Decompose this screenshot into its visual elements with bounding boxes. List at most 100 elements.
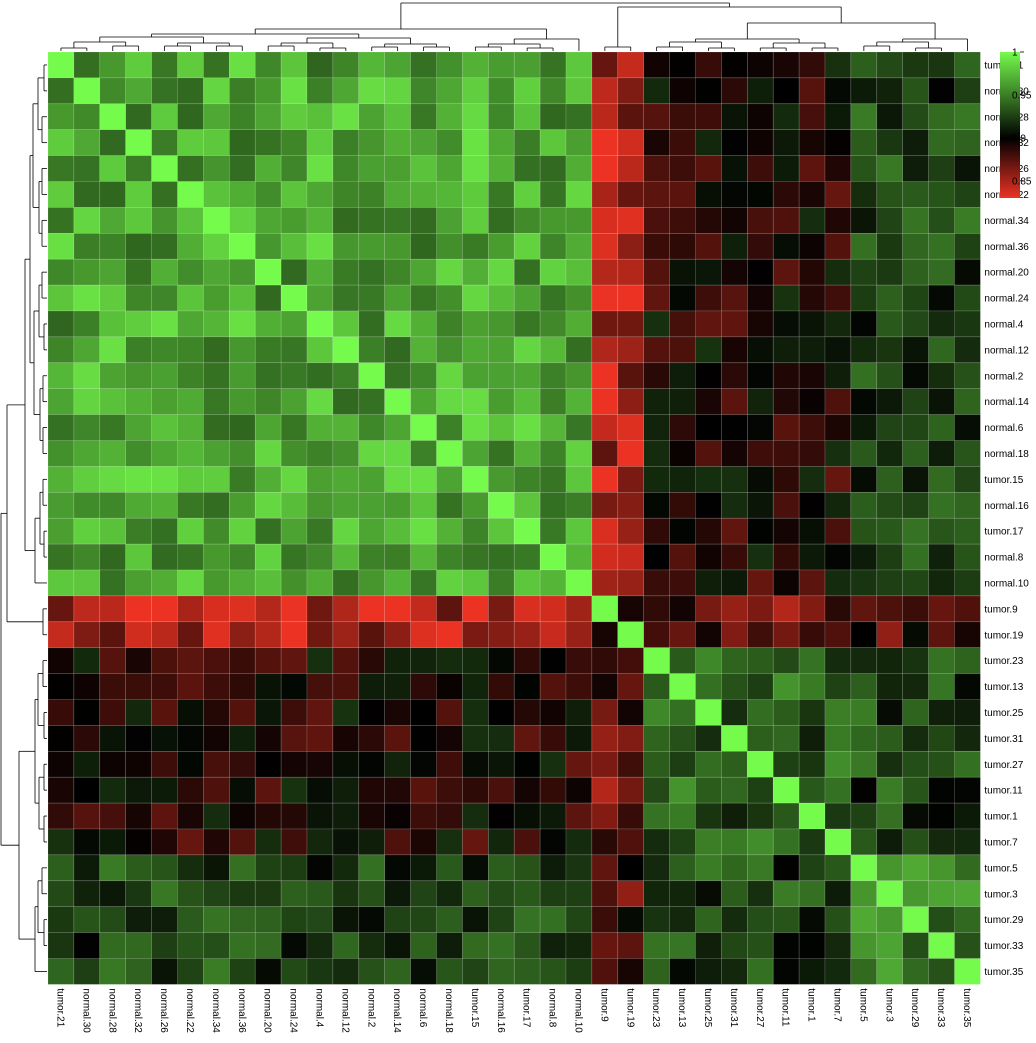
row-label: tumor.7 (984, 837, 1018, 848)
heatmap-cell (487, 750, 515, 778)
heatmap-cell (824, 207, 852, 234)
heatmap-cell (203, 517, 230, 545)
heatmap-cell (772, 310, 800, 338)
heatmap-cell (746, 51, 774, 79)
heatmap-cell (125, 258, 152, 286)
heatmap-cell (229, 466, 256, 493)
heatmap-cell (539, 828, 567, 856)
heatmap-cell (695, 854, 722, 882)
heatmap-cell (306, 77, 334, 105)
heatmap-cell (203, 828, 230, 856)
heatmap-cell (565, 828, 593, 856)
heatmap-cell (591, 932, 619, 959)
heatmap-cell (358, 258, 385, 286)
heatmap-cell (643, 362, 670, 389)
heatmap-cell (746, 802, 774, 830)
heatmap-cell (721, 673, 748, 700)
heatmap-cell (254, 699, 282, 726)
heatmap-cell (47, 466, 75, 493)
heatmap-cell (928, 233, 955, 260)
heatmap-cell (746, 440, 774, 467)
heatmap-cell (177, 362, 204, 389)
heatmap-cell (954, 129, 981, 156)
heatmap-cell (565, 103, 593, 131)
heatmap-cell (436, 776, 463, 804)
column-label: tumor.9 (598, 988, 609, 1022)
heatmap-cell (824, 854, 852, 882)
heatmap-cell (539, 414, 567, 441)
heatmap-cell (280, 828, 308, 856)
heatmap-cell (539, 103, 567, 131)
heatmap-cell (229, 750, 256, 778)
heatmap-cell (721, 181, 748, 208)
heatmap-cell (591, 466, 619, 493)
heatmap-cell (850, 621, 878, 648)
heatmap-cell (772, 284, 800, 312)
heatmap-cell (798, 854, 826, 882)
heatmap-cell (125, 517, 152, 545)
heatmap-cell (254, 595, 282, 623)
heatmap-cell (565, 440, 593, 467)
heatmap-cell (772, 362, 800, 389)
heatmap-cell (203, 388, 230, 415)
heatmap-cell (902, 647, 929, 674)
heatmap-cell (203, 233, 230, 260)
heatmap-cell (151, 466, 178, 493)
column-label: normal.6 (417, 988, 428, 1027)
heatmap-cell (177, 491, 204, 519)
heatmap-cell (462, 181, 489, 208)
heatmap-cell (798, 750, 826, 778)
heatmap-cell (824, 517, 852, 545)
heatmap-cell (73, 958, 101, 985)
heatmap-cell (332, 828, 360, 856)
heatmap-cell (876, 491, 903, 519)
heatmap-cell (125, 362, 152, 389)
heatmap-cell (280, 673, 308, 700)
heatmap-cell (669, 595, 696, 623)
heatmap-cell (954, 958, 981, 985)
heatmap-cell (643, 699, 670, 726)
heatmap-cell (487, 155, 515, 182)
heatmap-cell (669, 284, 696, 312)
heatmap-cell (721, 725, 748, 752)
heatmap-cell (47, 802, 75, 830)
heatmap-cell (177, 569, 204, 597)
heatmap-cell (73, 51, 101, 79)
heatmap-cell (332, 621, 360, 648)
column-label: tumor.15 (469, 988, 480, 1027)
heatmap-cell (332, 491, 360, 519)
heatmap-cell (513, 51, 541, 79)
heatmap-cell (410, 233, 437, 260)
heatmap-cell (643, 750, 670, 778)
heatmap-cell (487, 388, 515, 415)
heatmap-cell (591, 673, 619, 700)
heatmap-cell (798, 414, 826, 441)
heatmap-cell (902, 776, 929, 804)
heatmap-cell (954, 440, 981, 467)
heatmap-cell (721, 129, 748, 156)
heatmap-cell (358, 647, 385, 674)
heatmap-cell (203, 129, 230, 156)
heatmap-cell (436, 181, 463, 208)
heatmap-cell (824, 155, 852, 182)
heatmap-cell (617, 233, 644, 260)
heatmap-cell (669, 776, 696, 804)
heatmap-cell (125, 51, 152, 79)
column-label: normal.34 (210, 988, 221, 1033)
heatmap-cell (539, 802, 567, 830)
heatmap-cell (280, 181, 308, 208)
heatmap-cell (954, 621, 981, 648)
heatmap-cell (513, 181, 541, 208)
heatmap-cell (99, 569, 127, 597)
heatmap-cell (280, 802, 308, 830)
heatmap-cell (125, 828, 152, 856)
heatmap-cell (306, 310, 334, 338)
heatmap-cell (487, 958, 515, 985)
heatmap-cell (151, 51, 178, 79)
heatmap-cell (721, 258, 748, 286)
heatmap-cell (177, 647, 204, 674)
column-label: tumor.21 (54, 988, 65, 1027)
heatmap-cell (539, 673, 567, 700)
heatmap-cell (462, 207, 489, 234)
